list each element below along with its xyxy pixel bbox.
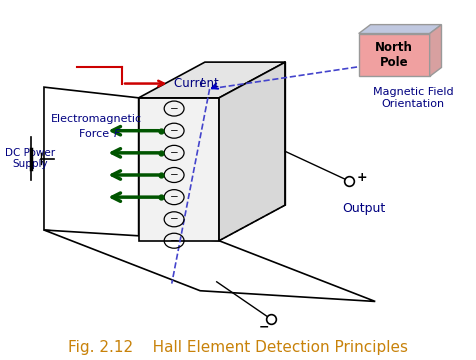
Text: Force: Force xyxy=(79,129,113,139)
Polygon shape xyxy=(430,24,441,76)
Polygon shape xyxy=(139,62,285,98)
Text: −: − xyxy=(170,126,178,136)
Polygon shape xyxy=(359,33,430,76)
Text: −: − xyxy=(170,104,178,113)
Polygon shape xyxy=(359,24,441,33)
Text: DC Power
Supply: DC Power Supply xyxy=(5,148,55,169)
Text: −: − xyxy=(170,192,178,202)
Text: −: − xyxy=(170,148,178,158)
Polygon shape xyxy=(139,98,219,241)
Text: −: − xyxy=(170,236,178,246)
Text: Output: Output xyxy=(342,202,386,215)
Text: F: F xyxy=(114,129,120,139)
Text: −: − xyxy=(170,170,178,180)
Text: Current: Current xyxy=(174,77,223,90)
Text: Fig. 2.12    Hall Element Detection Principles: Fig. 2.12 Hall Element Detection Princip… xyxy=(68,341,408,355)
Polygon shape xyxy=(44,230,375,301)
Text: −: − xyxy=(170,214,178,224)
Polygon shape xyxy=(219,62,285,241)
Text: Magnetic Field
Orientation: Magnetic Field Orientation xyxy=(373,87,454,109)
Text: Electromagnetic: Electromagnetic xyxy=(50,114,141,124)
Text: North
Pole: North Pole xyxy=(375,41,413,69)
Text: +: + xyxy=(357,171,367,184)
Text: I: I xyxy=(200,77,204,90)
Text: −: − xyxy=(259,321,269,334)
Polygon shape xyxy=(44,87,139,241)
